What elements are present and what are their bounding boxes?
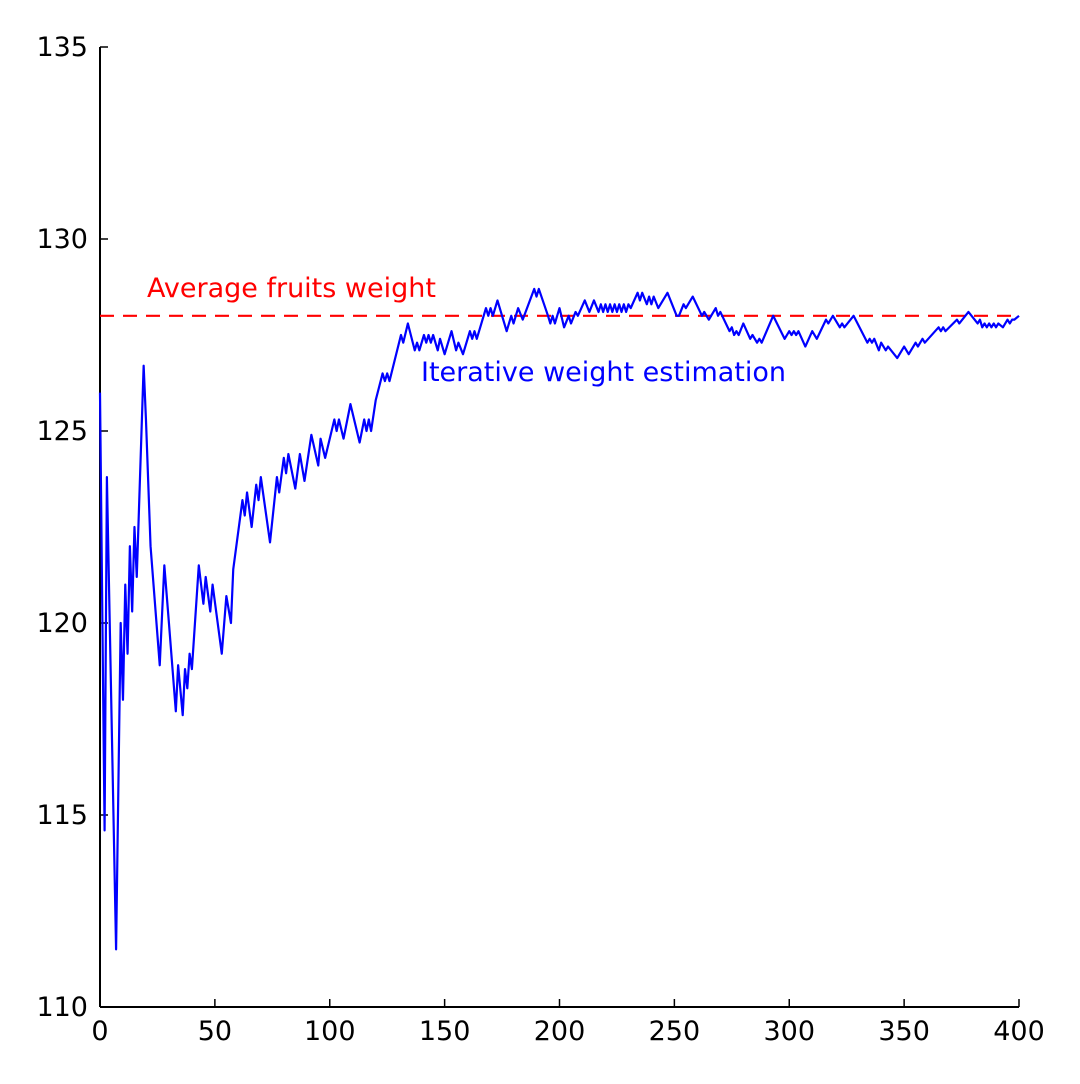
x-tick-label: 100 bbox=[304, 1016, 356, 1047]
x-tick-label: 250 bbox=[649, 1016, 701, 1047]
x-tick-label: 400 bbox=[993, 1016, 1045, 1047]
y-tick-label: 110 bbox=[36, 992, 88, 1023]
x-tick-label: 350 bbox=[878, 1016, 930, 1047]
series-line bbox=[98, 287, 1020, 951]
x-tick-label: 0 bbox=[91, 1016, 108, 1047]
x-tick-label: 50 bbox=[198, 1016, 232, 1047]
y-tick-label: 135 bbox=[36, 32, 88, 63]
series-label: Iterative weight estimation bbox=[421, 357, 786, 388]
x-tick-label: 200 bbox=[534, 1016, 586, 1047]
x-tick-label: 150 bbox=[419, 1016, 471, 1047]
y-tick-label: 115 bbox=[36, 800, 88, 831]
average-label: Average fruits weight bbox=[147, 273, 436, 304]
x-tick-label: 300 bbox=[763, 1016, 815, 1047]
y-tick-label: 130 bbox=[36, 224, 88, 255]
y-tick-label: 125 bbox=[36, 416, 88, 447]
y-tick-label: 120 bbox=[36, 608, 88, 639]
